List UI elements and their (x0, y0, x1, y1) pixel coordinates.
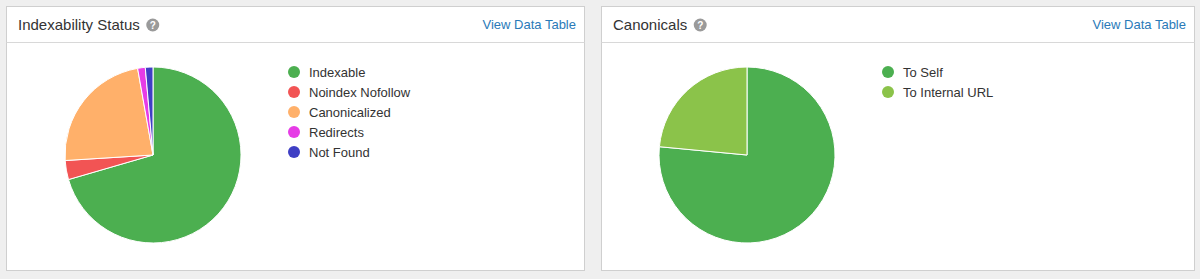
panel-frame (602, 7, 1195, 271)
pie (659, 67, 835, 243)
legend-label: To Self (903, 65, 943, 80)
panel: Canonicals? View Data Table To Self To Inte… (602, 7, 1195, 271)
chart-title: Indexability Status (18, 16, 140, 33)
legend-label: Not Found (309, 145, 370, 160)
pie-slice (138, 67, 153, 155)
chart-title: Canonicals (613, 16, 687, 33)
legend-swatch (288, 106, 300, 118)
view-data-table-link[interactable]: View Data Table (1093, 17, 1186, 32)
legend-label: Noindex Nofollow (309, 85, 411, 100)
legend-item: Not Found (288, 145, 370, 160)
legend-item: Noindex Nofollow (288, 85, 411, 100)
legend-swatch (288, 126, 300, 138)
legend-label: Redirects (309, 125, 364, 140)
legend-label: To Internal URL (903, 85, 993, 100)
legend-swatch (882, 66, 894, 78)
legend-item: To Self (882, 65, 943, 80)
panel: Indexability Status? View Data Table Index… (7, 7, 585, 271)
legend-label: Indexable (309, 65, 365, 80)
legend-swatch (288, 146, 300, 158)
pie-slice (145, 67, 153, 155)
legend: To Self To Internal URL (882, 65, 993, 100)
legend-label: Canonicalized (309, 105, 391, 120)
pie-slice (659, 67, 835, 243)
legend-swatch (288, 66, 300, 78)
legend-item: Indexable (288, 65, 365, 80)
help-icon[interactable] (694, 19, 707, 32)
header-divider (602, 42, 1195, 43)
legend-swatch (288, 86, 300, 98)
legend-item: To Internal URL (882, 85, 993, 100)
view-data-table-link[interactable]: View Data Table (483, 17, 576, 32)
panel-frame (7, 7, 585, 271)
page: Indexability Status? View Data Table Index… (0, 0, 1200, 279)
help-icon-text[interactable]: ? (697, 20, 703, 31)
pie (65, 67, 241, 243)
legend-swatch (882, 86, 894, 98)
pie-slice (659, 67, 747, 155)
help-icon[interactable] (146, 19, 159, 32)
legend: Indexable Noindex Nofollow Canonicalized Re… (288, 65, 411, 160)
legend-item: Redirects (288, 125, 364, 140)
help-icon-text[interactable]: ? (150, 20, 156, 31)
header-divider (7, 42, 585, 43)
legend-item: Canonicalized (288, 105, 391, 120)
